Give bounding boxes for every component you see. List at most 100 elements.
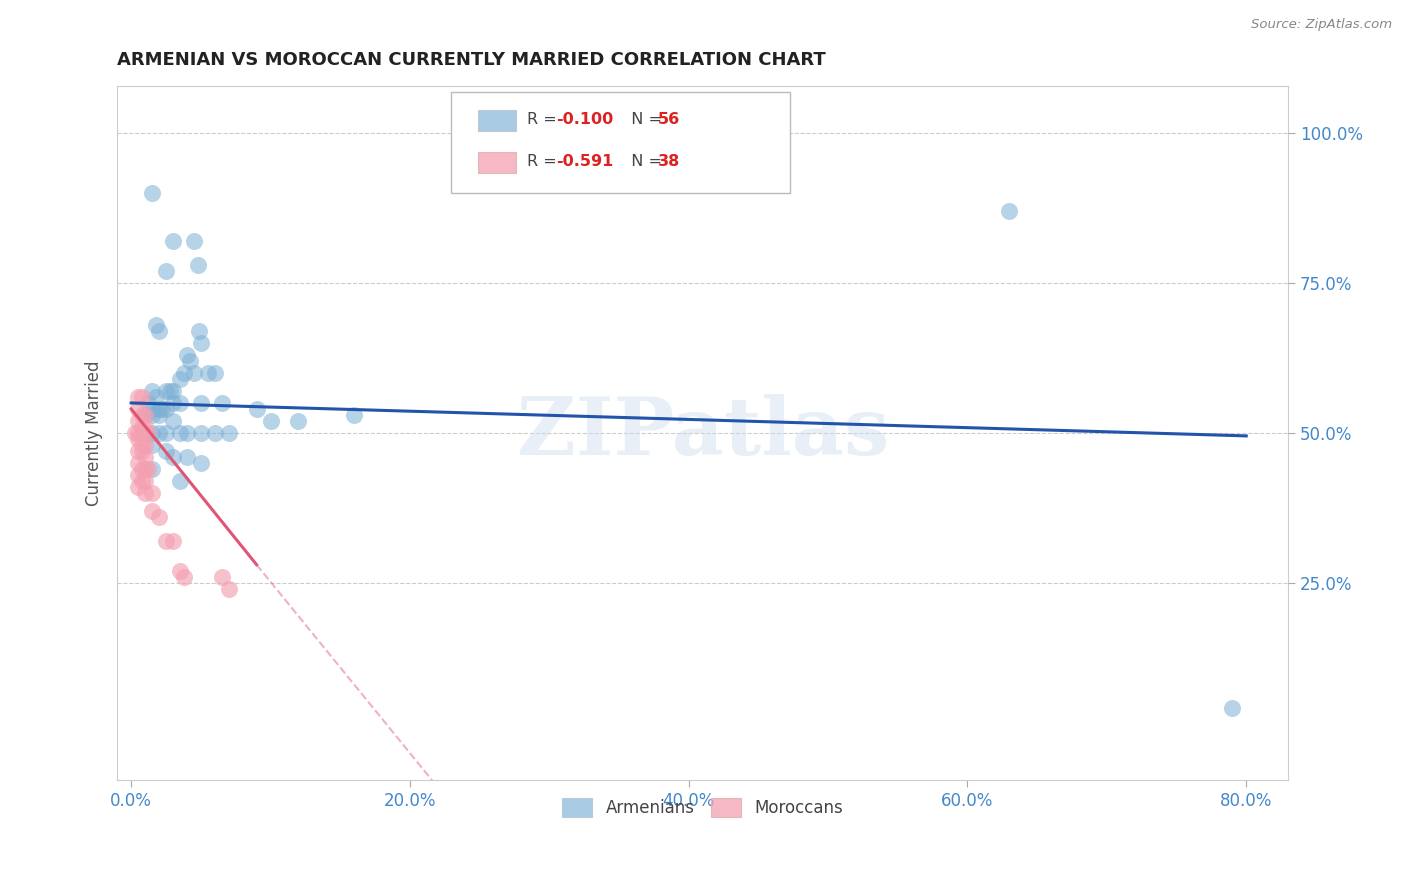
Text: R =: R = (527, 154, 562, 169)
Point (127, 401, 149, 416)
Point (148, 408, 170, 422)
Point (169, 564, 191, 578)
Point (131, 438, 153, 452)
Point (134, 438, 156, 452)
Point (131, 443, 153, 458)
Point (141, 462, 163, 476)
Point (169, 396, 191, 410)
Text: ZIPatlas: ZIPatlas (516, 394, 889, 472)
Point (127, 480, 149, 494)
Point (145, 318, 167, 332)
Point (218, 425, 240, 440)
Point (204, 366, 226, 380)
Point (131, 408, 153, 422)
Point (131, 420, 153, 434)
Point (176, 348, 198, 362)
Point (245, 401, 267, 416)
Point (176, 450, 198, 464)
Y-axis label: Currently Married: Currently Married (86, 360, 103, 506)
Point (148, 324, 170, 338)
Point (131, 474, 153, 488)
Point (141, 186, 163, 201)
Point (134, 462, 156, 476)
Point (141, 438, 163, 452)
Point (169, 425, 191, 440)
Point (998, 204, 1021, 219)
Point (173, 366, 195, 380)
Point (190, 396, 212, 410)
Point (162, 234, 184, 248)
Point (1220, 701, 1243, 715)
Point (204, 425, 226, 440)
Point (155, 401, 177, 416)
Point (211, 396, 233, 410)
Point (169, 474, 191, 488)
Point (141, 401, 163, 416)
Point (134, 485, 156, 500)
Legend: Armenians, Moroccans: Armenians, Moroccans (555, 791, 849, 824)
Point (197, 366, 219, 380)
Point (159, 384, 181, 398)
Text: N =: N = (620, 154, 666, 169)
Point (169, 372, 191, 386)
Point (136, 462, 159, 476)
Text: N =: N = (620, 112, 666, 127)
Point (127, 432, 149, 446)
Point (162, 384, 184, 398)
Point (162, 450, 184, 464)
Point (136, 396, 159, 410)
Point (134, 408, 156, 422)
Point (145, 390, 167, 404)
Point (187, 258, 209, 272)
Point (131, 462, 153, 476)
Point (134, 450, 156, 464)
Point (131, 425, 153, 440)
FancyBboxPatch shape (478, 153, 516, 173)
Point (127, 390, 149, 404)
Point (141, 485, 163, 500)
Text: ARMENIAN VS MOROCCAN CURRENTLY MARRIED CORRELATION CHART: ARMENIAN VS MOROCCAN CURRENTLY MARRIED C… (117, 51, 825, 69)
FancyBboxPatch shape (478, 110, 516, 130)
Point (188, 324, 211, 338)
Point (162, 396, 184, 410)
Point (162, 533, 184, 548)
Point (148, 401, 170, 416)
Point (162, 414, 184, 428)
Point (155, 384, 177, 398)
Point (190, 425, 212, 440)
Point (141, 408, 163, 422)
Point (136, 425, 159, 440)
Point (183, 234, 205, 248)
Point (141, 425, 163, 440)
Point (134, 408, 156, 422)
Point (124, 425, 146, 440)
Point (155, 425, 177, 440)
Point (183, 366, 205, 380)
Point (134, 474, 156, 488)
Point (155, 264, 177, 278)
Point (343, 408, 366, 422)
Point (218, 582, 240, 596)
Point (141, 504, 163, 518)
Point (179, 354, 201, 368)
Point (155, 533, 177, 548)
Point (127, 443, 149, 458)
Point (134, 420, 156, 434)
Point (127, 456, 149, 470)
Point (211, 569, 233, 583)
Point (190, 336, 212, 351)
Point (148, 425, 170, 440)
Point (287, 414, 309, 428)
Point (148, 509, 170, 524)
Point (127, 467, 149, 482)
Point (127, 414, 149, 428)
Text: 56: 56 (658, 112, 681, 127)
Point (155, 443, 177, 458)
Text: 38: 38 (658, 154, 681, 169)
Point (259, 414, 281, 428)
Point (127, 425, 149, 440)
Point (190, 456, 212, 470)
Point (131, 390, 153, 404)
Point (150, 401, 173, 416)
Point (141, 384, 163, 398)
